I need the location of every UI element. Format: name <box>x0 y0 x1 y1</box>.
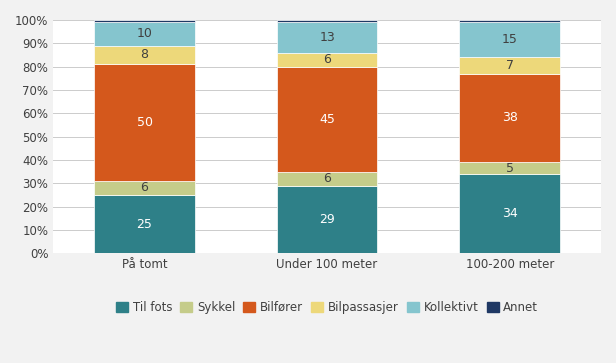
Bar <box>277 23 378 53</box>
Text: 8: 8 <box>140 49 148 61</box>
Text: 10: 10 <box>137 28 153 41</box>
Text: 29: 29 <box>319 213 335 226</box>
Text: 13: 13 <box>319 31 335 44</box>
Text: 5: 5 <box>506 162 514 175</box>
Bar <box>277 20 378 23</box>
Bar <box>277 185 378 253</box>
Bar <box>460 74 560 162</box>
Text: 50: 50 <box>137 116 153 129</box>
Bar <box>94 46 195 64</box>
Bar <box>277 53 378 67</box>
Bar <box>460 23 560 57</box>
Bar <box>94 23 195 46</box>
Bar <box>460 174 560 253</box>
Legend: Til fots, Sykkel, Bilfører, Bilpassasjer, Kollektivt, Annet: Til fots, Sykkel, Bilfører, Bilpassasjer… <box>111 296 543 319</box>
Text: 15: 15 <box>502 33 517 46</box>
Bar <box>94 20 195 23</box>
Text: 6: 6 <box>140 182 148 194</box>
Bar <box>94 181 195 195</box>
Bar <box>460 20 560 23</box>
Text: 7: 7 <box>506 59 514 72</box>
Bar <box>277 67 378 172</box>
Text: 45: 45 <box>319 113 335 126</box>
Bar <box>460 57 560 74</box>
Bar <box>94 195 195 253</box>
Text: 6: 6 <box>323 172 331 185</box>
Bar <box>94 64 195 181</box>
Bar <box>460 162 560 174</box>
Text: 34: 34 <box>502 207 517 220</box>
Bar <box>277 172 378 185</box>
Text: 6: 6 <box>323 53 331 66</box>
Text: 38: 38 <box>502 111 517 125</box>
Text: 25: 25 <box>137 217 153 231</box>
